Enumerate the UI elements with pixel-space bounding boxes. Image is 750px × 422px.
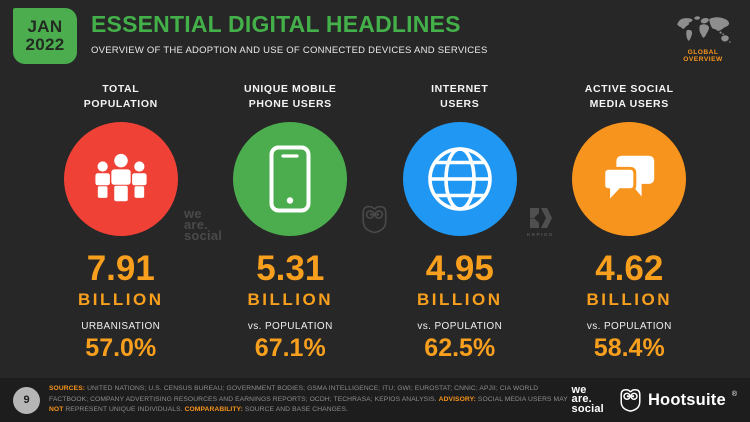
stat-card-social-media-users: ACTIVE SOCIAL MEDIA USERS 4.62 BILLION v… <box>545 82 715 363</box>
page-number-badge: 9 <box>13 386 40 414</box>
stat-sub-label: URBANISATION <box>81 321 161 332</box>
hootsuite-logo: Hootsuite ® <box>619 387 737 413</box>
stat-card-mobile-users: UNIQUE MOBILE PHONE USERS 5.31 BILLION v… <box>206 82 376 363</box>
stat-label: TOTAL POPULATION <box>84 82 158 116</box>
stat-sub-value: 57.0% <box>85 334 157 362</box>
hootsuite-wordmark: Hootsuite <box>647 390 726 409</box>
page-title: ESSENTIAL DIGITAL HEADLINES <box>91 11 461 37</box>
title-block: ESSENTIAL DIGITAL HEADLINES OVERVIEW OF … <box>91 8 488 56</box>
stat-sub-value: 58.4% <box>593 334 665 362</box>
stat-unit: BILLION <box>78 290 164 309</box>
stat-unit: BILLION <box>417 290 503 309</box>
page-subtitle: OVERVIEW OF THE ADOPTION AND USE OF CONN… <box>91 45 488 56</box>
social-circle <box>572 122 687 236</box>
globe-icon <box>427 147 492 211</box>
wm-line: social <box>184 228 223 244</box>
stat-value: 7.91 <box>86 249 155 288</box>
stat-card-internet-users: INTERNET USERS 4.95 BILLION vs. POPULATI… <box>375 82 545 363</box>
we-are-social-watermark: we are. social <box>184 206 223 244</box>
stat-sub-label: vs. POPULATION <box>586 321 672 332</box>
hootsuite-owl-watermark <box>361 203 388 240</box>
footer: 9 SOURCES: UNITED NATIONS; U.S. CENSUS B… <box>0 378 750 422</box>
date-year: 2022 <box>25 35 65 54</box>
stat-card-total-population: TOTAL POPULATION <box>36 82 206 363</box>
footer-logos: we are. social Hootsuite ® <box>571 383 737 415</box>
kepios-logo-icon <box>530 208 553 228</box>
stat-label: UNIQUE MOBILE PHONE USERS <box>244 82 336 116</box>
stat-sub-label: vs. POPULATION <box>247 321 333 332</box>
mobile-phone-icon <box>269 145 311 213</box>
stat-value: 4.95 <box>425 249 494 288</box>
internet-circle <box>402 122 517 236</box>
kepios-watermark: KEPIOS <box>527 205 554 238</box>
was-line: social <box>571 402 604 415</box>
stat-unit: BILLION <box>586 290 672 309</box>
was-line: we <box>571 383 587 396</box>
stat-label-line2: PHONE USERS <box>248 97 332 110</box>
stat-sub-value: 62.5% <box>424 334 496 362</box>
chat-bubbles-icon <box>602 155 655 206</box>
stat-label-line2: USERS <box>440 97 480 110</box>
stat-value: 5.31 <box>256 249 325 288</box>
stat-sub-label: vs. POPULATION <box>417 321 503 332</box>
mobile-circle <box>233 122 348 236</box>
region-label: GLOBAL OVERVIEW <box>683 49 723 63</box>
owl-icon <box>362 205 387 234</box>
stat-label-line1: INTERNET <box>431 83 489 95</box>
we-are-social-logo: we are. social <box>571 383 604 415</box>
registered-mark: ® <box>731 391 737 398</box>
stat-label-line1: TOTAL <box>102 83 140 95</box>
sources-text: SOURCES: UNITED NATIONS; U.S. CENSUS BUR… <box>49 385 568 414</box>
people-icon <box>95 153 147 202</box>
world-map-icon <box>677 16 731 43</box>
wm-line: are. <box>184 217 208 233</box>
stat-label-line2: MEDIA USERS <box>589 97 669 110</box>
stat-sub-value: 67.1% <box>254 334 326 362</box>
date-badge: JAN 2022 <box>13 8 77 64</box>
region-block: GLOBAL OVERVIEW <box>669 8 737 63</box>
date-month: JAN <box>27 16 63 36</box>
population-circle <box>63 122 178 236</box>
hootsuite-owl-icon <box>620 389 641 412</box>
stat-label-line2: POPULATION <box>83 97 158 110</box>
was-line: are. <box>571 393 592 406</box>
stat-label-line1: UNIQUE MOBILE <box>244 83 337 95</box>
kepios-label: KEPIOS <box>527 233 554 238</box>
stat-label-line1: ACTIVE SOCIAL <box>584 83 674 95</box>
wm-line: we <box>184 206 202 221</box>
header: JAN 2022 ESSENTIAL DIGITAL HEADLINES OVE… <box>13 8 737 64</box>
stat-value: 4.62 <box>595 249 664 288</box>
stat-label: INTERNET USERS <box>431 82 488 116</box>
stats-row: TOTAL POPULATION <box>36 82 714 363</box>
stat-unit: BILLION <box>247 290 333 309</box>
stat-label: ACTIVE SOCIAL MEDIA USERS <box>585 82 674 116</box>
